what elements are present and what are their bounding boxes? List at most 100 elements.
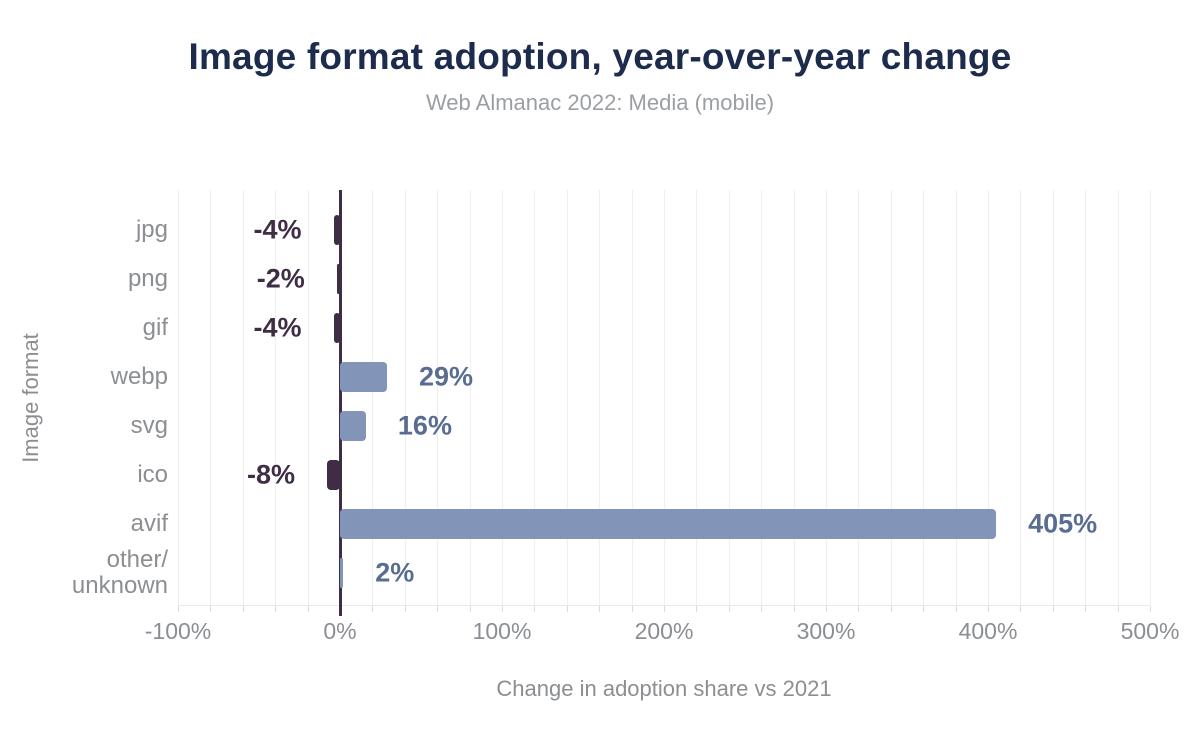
- y-axis-title-wrap: Image format: [14, 190, 48, 605]
- category-label: jpg: [135, 215, 168, 243]
- x-tick-label: 400%: [958, 618, 1018, 644]
- axis-tick: [1052, 606, 1054, 612]
- axis-tick: [631, 606, 633, 612]
- x-tick-label: -100%: [144, 618, 212, 644]
- gridline: [858, 190, 860, 605]
- axis-tick: [858, 606, 860, 612]
- axis-tick: [1085, 606, 1087, 612]
- gridline: [988, 190, 989, 605]
- axis-tick: [761, 606, 763, 612]
- gridline: [890, 190, 892, 605]
- gridline: [566, 190, 568, 605]
- gridline: [923, 190, 925, 605]
- bar-avif: [340, 509, 997, 540]
- bar-gif: [333, 312, 340, 343]
- value-label: -2%: [256, 263, 305, 294]
- gridline: [793, 190, 795, 605]
- axis-tick: [923, 606, 925, 612]
- x-axis-baseline: [178, 605, 1150, 606]
- axis-tick: [534, 606, 536, 612]
- gridline: [210, 190, 212, 605]
- axis-tick: [599, 606, 601, 612]
- axis-tick: [275, 606, 277, 612]
- chart-title: Image format adoption, year-over-year ch…: [188, 36, 1012, 77]
- axis-tick: [469, 606, 471, 612]
- axis-tick: [242, 606, 244, 612]
- value-label: -4%: [253, 214, 302, 245]
- gridline: [631, 190, 633, 605]
- value-label: 2%: [375, 557, 415, 588]
- gridline: [534, 190, 536, 605]
- bar-ico: [327, 460, 340, 491]
- category-label: ico: [137, 461, 168, 489]
- axis-tick: [1020, 606, 1022, 612]
- x-tick-label: 100%: [472, 618, 532, 644]
- x-tick-label: 0%: [323, 618, 357, 644]
- gridline: [1085, 190, 1087, 605]
- x-tick-label: 500%: [1120, 618, 1180, 644]
- axis-tick: [372, 606, 374, 612]
- gridline: [242, 190, 244, 605]
- gridline: [372, 190, 374, 605]
- axis-tick: [826, 606, 827, 612]
- bar-other/unknown: [340, 558, 344, 589]
- axis-tick: [404, 606, 406, 612]
- x-axis-title: Change in adoption share vs 2021: [496, 676, 832, 701]
- axis-tick: [210, 606, 212, 612]
- value-label: 16%: [397, 410, 452, 441]
- gridline: [826, 190, 827, 605]
- bar-jpg: [333, 214, 340, 245]
- axis-tick: [307, 606, 309, 612]
- gridline: [664, 190, 665, 605]
- x-tick-label: 200%: [634, 618, 694, 644]
- gridline: [1117, 190, 1119, 605]
- zero-axis-line: [338, 190, 342, 616]
- gridline: [1150, 190, 1151, 605]
- plot-area: -100% 0% 100% 200% 300% 400% 500% jpg -4% png -2% g…: [72, 190, 1179, 644]
- gridline: [307, 190, 309, 605]
- value-label: -4%: [253, 312, 302, 343]
- chart-subtitle: Web Almanac 2022: Media (mobile): [425, 90, 775, 115]
- axis-tick: [664, 606, 665, 612]
- bar-png: [336, 263, 340, 294]
- axis-tick: [728, 606, 730, 612]
- gridline: [761, 190, 763, 605]
- value-label: 405%: [1028, 508, 1098, 539]
- y-axis-title: Image format: [18, 332, 44, 463]
- gridline: [502, 190, 503, 605]
- bar-webp: [340, 361, 387, 392]
- category-label: webp: [110, 362, 168, 390]
- value-label: -8%: [247, 459, 296, 490]
- gridline: [1020, 190, 1022, 605]
- gridline: [599, 190, 601, 605]
- bar-svg: [340, 411, 366, 442]
- gridline: [437, 190, 439, 605]
- axis-tick: [890, 606, 892, 612]
- gridline: [469, 190, 471, 605]
- category-label: other/ unknown: [71, 546, 168, 600]
- axis-tick: [955, 606, 957, 612]
- axis-tick: [1117, 606, 1119, 612]
- axis-tick: [437, 606, 439, 612]
- axis-tick: [566, 606, 568, 612]
- axis-tick: [178, 606, 179, 612]
- category-label: png: [127, 264, 168, 292]
- gridline: [178, 190, 179, 605]
- gridline: [728, 190, 730, 605]
- axis-tick: [1150, 606, 1151, 612]
- category-label: avif: [130, 510, 168, 538]
- category-label: svg: [130, 412, 168, 440]
- gridline: [955, 190, 957, 605]
- gridline: [1052, 190, 1054, 605]
- axis-tick: [502, 606, 503, 612]
- category-label: gif: [142, 313, 168, 341]
- gridline: [696, 190, 698, 605]
- gridline: [404, 190, 406, 605]
- axis-tick: [696, 606, 698, 612]
- x-tick-label: 300%: [796, 618, 856, 644]
- axis-tick: [793, 606, 795, 612]
- value-label: 29%: [418, 361, 474, 392]
- gridline: [275, 190, 277, 605]
- axis-tick: [988, 606, 989, 612]
